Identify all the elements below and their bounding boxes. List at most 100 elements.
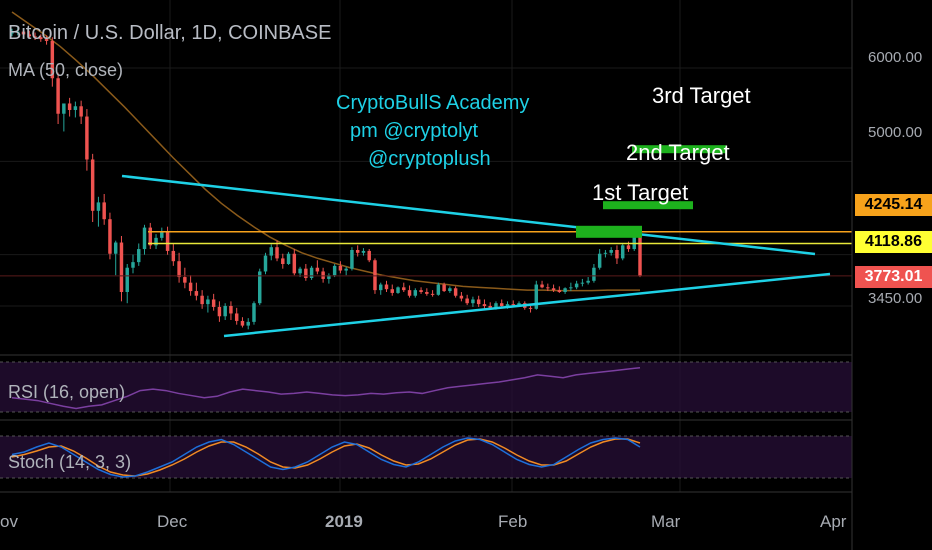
candle-body [482, 304, 487, 306]
candle-body [39, 37, 43, 40]
candle-body [638, 236, 642, 276]
candle-body [206, 299, 210, 305]
candle-body [626, 245, 631, 250]
candle-body [603, 252, 608, 254]
candle-body [384, 284, 389, 290]
price-axis-tick: 6000.00 [868, 49, 923, 66]
candle-body [332, 265, 337, 276]
candle-body [79, 106, 83, 117]
candle-body [338, 265, 343, 271]
candle-body [258, 271, 262, 304]
target-label-1: 1st Target [592, 180, 689, 205]
candle-body [171, 250, 176, 262]
candle-body [131, 262, 135, 268]
candle-body [620, 245, 625, 259]
candle-body [188, 282, 193, 292]
candle-body [563, 288, 567, 292]
date-axis-tick: Feb [498, 512, 528, 531]
candle-body [177, 261, 181, 278]
target-zone-1 [576, 225, 642, 238]
candle-body [211, 299, 216, 307]
stoch-k-line [11, 437, 641, 478]
annotation-line-2: pm @cryptolyt [350, 120, 479, 142]
candle-body [108, 219, 112, 254]
target-label-3: 3rd Target [652, 83, 751, 108]
candle-body [551, 288, 556, 291]
candle-body [85, 116, 89, 160]
candle-body [229, 306, 233, 314]
candle-body [402, 287, 406, 291]
target-zone-2 [603, 201, 693, 210]
candle-body [425, 292, 429, 294]
candle-body [21, 31, 26, 35]
candle-body [154, 237, 158, 246]
candle-body [263, 255, 268, 272]
candle-body [546, 287, 550, 289]
candle-body [281, 258, 285, 264]
date-axis-tick: Mar [651, 512, 681, 531]
date-axis-tick: 2019 [325, 512, 363, 531]
candle-body [298, 268, 302, 274]
candle-body [430, 293, 435, 295]
price-axis-tick: 3450.00 [868, 290, 923, 307]
candle-body [96, 202, 101, 211]
target-zone-3 [632, 145, 726, 154]
candle-body [10, 32, 14, 34]
candle-body [315, 267, 320, 272]
candle-body [292, 253, 297, 274]
candle-body [540, 284, 544, 288]
candle-body [137, 249, 141, 263]
candle-body [574, 283, 579, 288]
candle-body [534, 284, 539, 309]
candle-body [350, 250, 354, 269]
stoch-d-line [11, 438, 641, 477]
candle-body [160, 232, 164, 238]
candle-body [33, 36, 37, 38]
candle-body [592, 267, 596, 281]
candle-body [442, 284, 446, 292]
candle-body [465, 298, 469, 304]
candle-body [286, 253, 291, 264]
descending-trendline [121, 174, 816, 256]
candle-body [304, 268, 308, 278]
candle-body [16, 31, 20, 33]
candle-body [436, 284, 441, 295]
date-axis-tick: Apr [820, 512, 847, 531]
candle-body [119, 242, 124, 292]
candle-body [448, 288, 452, 292]
candle-body [321, 271, 325, 279]
candle-body [67, 103, 72, 110]
symbol-title: Bitcoin / U.S. Dollar, 1D, COINBASE [8, 22, 332, 44]
candle-body [494, 303, 498, 308]
candle-body [367, 250, 371, 261]
candle-body [517, 303, 521, 306]
candle-body [597, 253, 602, 268]
candle-body [344, 268, 348, 271]
date-axis-tick: ov [0, 512, 18, 531]
price-badge-resistance-orange: 4245.14 [855, 194, 932, 216]
candle-body [309, 267, 314, 278]
candle-body [73, 106, 78, 110]
candle-body [142, 227, 147, 250]
candle-body [246, 321, 250, 326]
candle-body [269, 247, 273, 256]
candle-body [102, 202, 106, 220]
candle-body [488, 306, 492, 308]
candle-body [379, 284, 383, 291]
candle-body [390, 289, 394, 293]
candle-body [355, 250, 360, 253]
candle-body [217, 306, 222, 317]
candle-body [528, 307, 533, 309]
candle-body [27, 34, 32, 37]
candle-body [453, 288, 458, 296]
candle-body [50, 40, 55, 79]
rsi-indicator-label: RSI (16, open) [8, 382, 126, 402]
annotation-line-1: CryptoBullS Academy [336, 92, 530, 114]
candle-body [113, 242, 118, 254]
candle-body [569, 287, 573, 289]
candle-body [407, 290, 412, 296]
candle-body [373, 260, 377, 291]
ma-indicator-label: MA (50, close) [8, 60, 124, 80]
candle-body [586, 280, 590, 283]
